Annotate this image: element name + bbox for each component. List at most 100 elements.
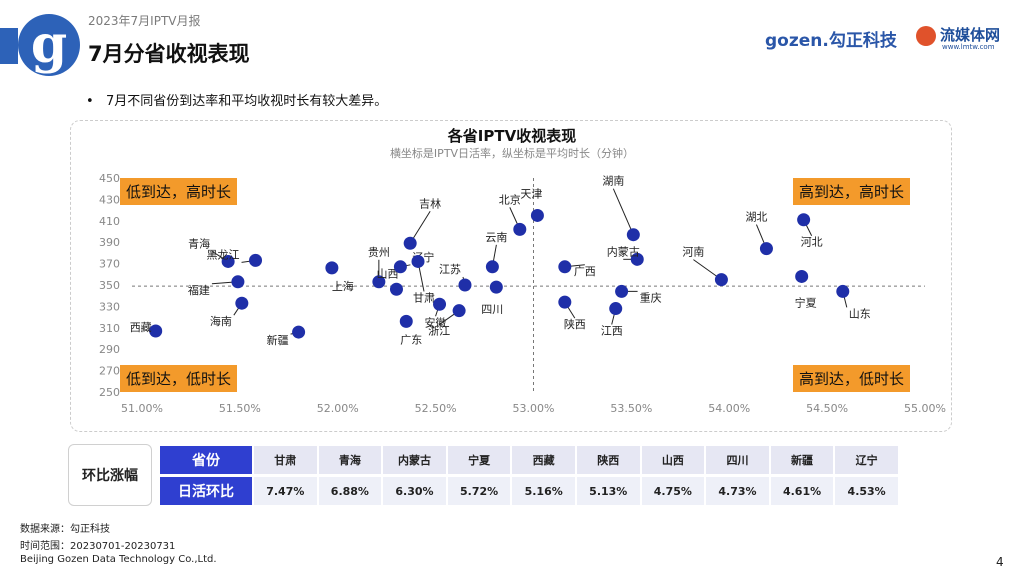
scatter-point bbox=[836, 284, 850, 298]
growth-cell: 4.75% bbox=[641, 477, 707, 505]
point-label: 河南 bbox=[682, 246, 704, 259]
y-tick-label: 450 bbox=[99, 172, 120, 185]
scatter-point bbox=[372, 275, 386, 289]
scatter-point bbox=[399, 314, 413, 328]
quadrant-top-left-label: 低到达，高时长 bbox=[120, 178, 238, 205]
scatter-point bbox=[292, 325, 306, 339]
y-tick-label: 330 bbox=[99, 300, 120, 313]
point-label: 海南 bbox=[210, 314, 232, 328]
scatter-point bbox=[411, 254, 425, 268]
point-label: 北京 bbox=[499, 192, 521, 206]
x-tick-label: 54.00% bbox=[708, 402, 750, 415]
row-header-province: 省份 bbox=[160, 446, 254, 474]
scatter-point bbox=[630, 252, 644, 266]
y-tick-label: 310 bbox=[99, 322, 120, 335]
scatter-point bbox=[393, 260, 407, 274]
summary-bullet: • 7月不同省份到达率和平均收视时长有较大差异。 bbox=[86, 90, 387, 109]
chart-title: 各省IPTV收视表现 bbox=[447, 127, 576, 145]
province-cell: 西藏 bbox=[512, 446, 577, 474]
point-label: 贵州 bbox=[368, 246, 390, 259]
table-row-growth: 日活环比 7.47% 6.88% 6.30% 5.72% 5.16% 5.13% 4.75%… bbox=[160, 477, 950, 505]
gozen-brand-logo: gozen.勾正科技 bbox=[765, 31, 897, 51]
point-label: 甘肃 bbox=[413, 291, 435, 304]
province-cell: 陕西 bbox=[576, 446, 642, 474]
point-label: 河北 bbox=[801, 236, 823, 249]
growth-cell: 4.61% bbox=[770, 477, 836, 505]
lmtw-brand-url: www.lmtw.com bbox=[942, 43, 995, 51]
gozen-g-logo: g bbox=[18, 14, 80, 76]
point-label: 湖南 bbox=[602, 175, 624, 188]
growth-cell: 6.30% bbox=[383, 477, 448, 505]
point-label: 云南 bbox=[485, 231, 507, 244]
y-tick-label: 410 bbox=[99, 215, 120, 228]
y-tick-label: 250 bbox=[99, 386, 120, 399]
scatter-point bbox=[489, 280, 503, 294]
growth-cell: 5.72% bbox=[447, 477, 513, 505]
point-label: 安徽 bbox=[425, 315, 447, 329]
point-label: 黑龙江 bbox=[207, 248, 240, 261]
scatter-point bbox=[149, 324, 163, 338]
y-tick-label: 290 bbox=[99, 343, 120, 356]
growth-cell: 5.16% bbox=[512, 477, 577, 505]
point-label: 山东 bbox=[849, 307, 871, 320]
table-label: 环比涨幅 bbox=[68, 444, 152, 506]
scatter-point bbox=[759, 242, 773, 256]
y-tick-label: 430 bbox=[99, 193, 120, 206]
growth-cell: 4.73% bbox=[706, 477, 771, 505]
summary-text: 7月不同省份到达率和平均收视时长有较大差异。 bbox=[106, 94, 388, 109]
x-tick-label: 54.50% bbox=[806, 402, 848, 415]
point-label: 广东 bbox=[400, 333, 422, 346]
point-leader-line bbox=[612, 188, 634, 235]
point-label: 江西 bbox=[601, 325, 623, 338]
scatter-point bbox=[452, 304, 466, 318]
scatter-point bbox=[795, 269, 809, 283]
growth-cell: 4.53% bbox=[835, 477, 900, 505]
x-tick-label: 52.50% bbox=[415, 402, 457, 415]
scatter-point bbox=[513, 222, 527, 236]
scatter-point bbox=[249, 253, 263, 267]
point-label: 湖北 bbox=[745, 211, 767, 224]
point-label: 内蒙古 bbox=[607, 244, 640, 258]
scatter-point bbox=[609, 302, 623, 316]
quadrant-top-right-label: 高到达，高时长 bbox=[793, 178, 911, 205]
scatter-point bbox=[389, 282, 403, 296]
point-label: 重庆 bbox=[640, 290, 662, 304]
scatter-point bbox=[530, 208, 544, 222]
scatter-point bbox=[403, 236, 417, 250]
scatter-point bbox=[626, 228, 640, 242]
scatter-point bbox=[325, 261, 339, 275]
point-label: 天津 bbox=[520, 187, 542, 200]
y-tick-label: 390 bbox=[99, 236, 120, 249]
chart-subtitle: 横坐标是IPTV日活率，纵坐标是平均时长（分钟） bbox=[390, 146, 634, 160]
scatter-point bbox=[558, 260, 572, 274]
header-accent-bar bbox=[0, 28, 18, 64]
point-label: 新疆 bbox=[267, 333, 289, 347]
table-row-province: 省份 甘肃 青海 内蒙古 宁夏 西藏 陕西 山西 四川 新疆 辽宁 bbox=[160, 446, 950, 474]
province-cell: 山西 bbox=[641, 446, 707, 474]
province-cell: 内蒙古 bbox=[383, 446, 448, 474]
point-label: 陕西 bbox=[564, 317, 586, 331]
scatter-point bbox=[458, 278, 472, 292]
point-label: 福建 bbox=[188, 283, 210, 297]
province-cell: 新疆 bbox=[770, 446, 836, 474]
point-label: 西藏 bbox=[130, 321, 152, 334]
province-cell: 辽宁 bbox=[835, 446, 900, 474]
chart-frame bbox=[70, 120, 952, 432]
point-label: 青海 bbox=[188, 236, 210, 250]
quadrant-bottom-left-label: 低到达，低时长 bbox=[120, 365, 238, 392]
point-label: 浙江 bbox=[428, 325, 450, 338]
growth-cell: 6.88% bbox=[318, 477, 384, 505]
scatter-point bbox=[221, 254, 235, 268]
growth-cell: 5.13% bbox=[576, 477, 642, 505]
bullet-dot-icon: • bbox=[86, 94, 94, 109]
scatter-point bbox=[797, 213, 811, 227]
scatter-point bbox=[433, 297, 447, 311]
footer-company: Beijing Gozen Data Technology Co.,Ltd. bbox=[20, 554, 217, 565]
page-title: 7月分省收视表现 bbox=[88, 42, 250, 66]
point-label: 上海 bbox=[332, 279, 354, 293]
scatter-point bbox=[714, 273, 728, 287]
page-number: 4 bbox=[996, 555, 1004, 569]
province-cell: 甘肃 bbox=[254, 446, 319, 474]
y-tick-label: 370 bbox=[99, 258, 120, 271]
